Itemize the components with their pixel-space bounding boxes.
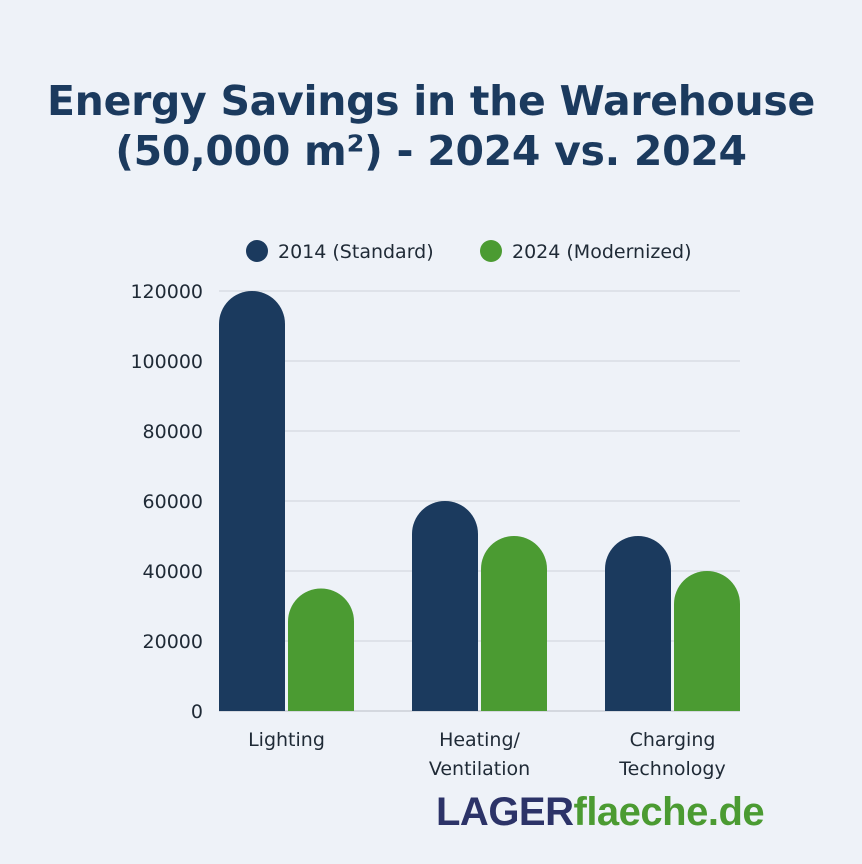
legend-swatch <box>480 240 502 262</box>
x-tick-label: Charging Technology <box>618 729 725 780</box>
chart-title-line-1: Energy Savings in the Warehouse <box>46 77 816 125</box>
y-tick-label: 20000 <box>143 631 203 653</box>
bar <box>605 536 671 711</box>
y-tick-label: 120000 <box>130 281 203 303</box>
brand-logo: LAGERflaeche.de <box>436 787 765 837</box>
legend-swatch <box>246 240 268 262</box>
x-tick-label: Lighting <box>248 729 325 751</box>
brand-logo-part-1: LAGER <box>436 790 574 834</box>
chart-title-line-2: (50,000 m²) - 2024 vs. 2024 <box>115 127 747 175</box>
legend-label: 2024 (Modernized) <box>512 241 692 263</box>
chart-title: Energy Savings in the Warehouse (50,000 … <box>0 76 862 176</box>
x-tick-label: Heating/Ventilation <box>429 729 530 780</box>
legend-label: 2014 (Standard) <box>278 241 434 263</box>
bar <box>219 291 285 711</box>
bar <box>674 571 740 711</box>
bar <box>481 536 547 711</box>
y-tick-label: 0 <box>191 701 203 723</box>
y-tick-label: 80000 <box>143 421 203 443</box>
y-axis-ticks: 0 20000 40000 60000 80000 100000 120000 <box>130 281 203 723</box>
x-axis-ticks: Lighting Heating/Ventilation Charging Techn… <box>248 729 726 780</box>
brand-logo-part-2: flaeche.de <box>573 790 765 834</box>
y-tick-label: 60000 <box>143 491 203 513</box>
y-tick-label: 40000 <box>143 561 203 583</box>
bars <box>219 291 740 711</box>
legend: 2014 (Standard) 2024 (Modernized) <box>246 240 692 263</box>
bar <box>288 588 354 711</box>
bar <box>412 501 478 711</box>
y-tick-label: 100000 <box>130 351 203 373</box>
